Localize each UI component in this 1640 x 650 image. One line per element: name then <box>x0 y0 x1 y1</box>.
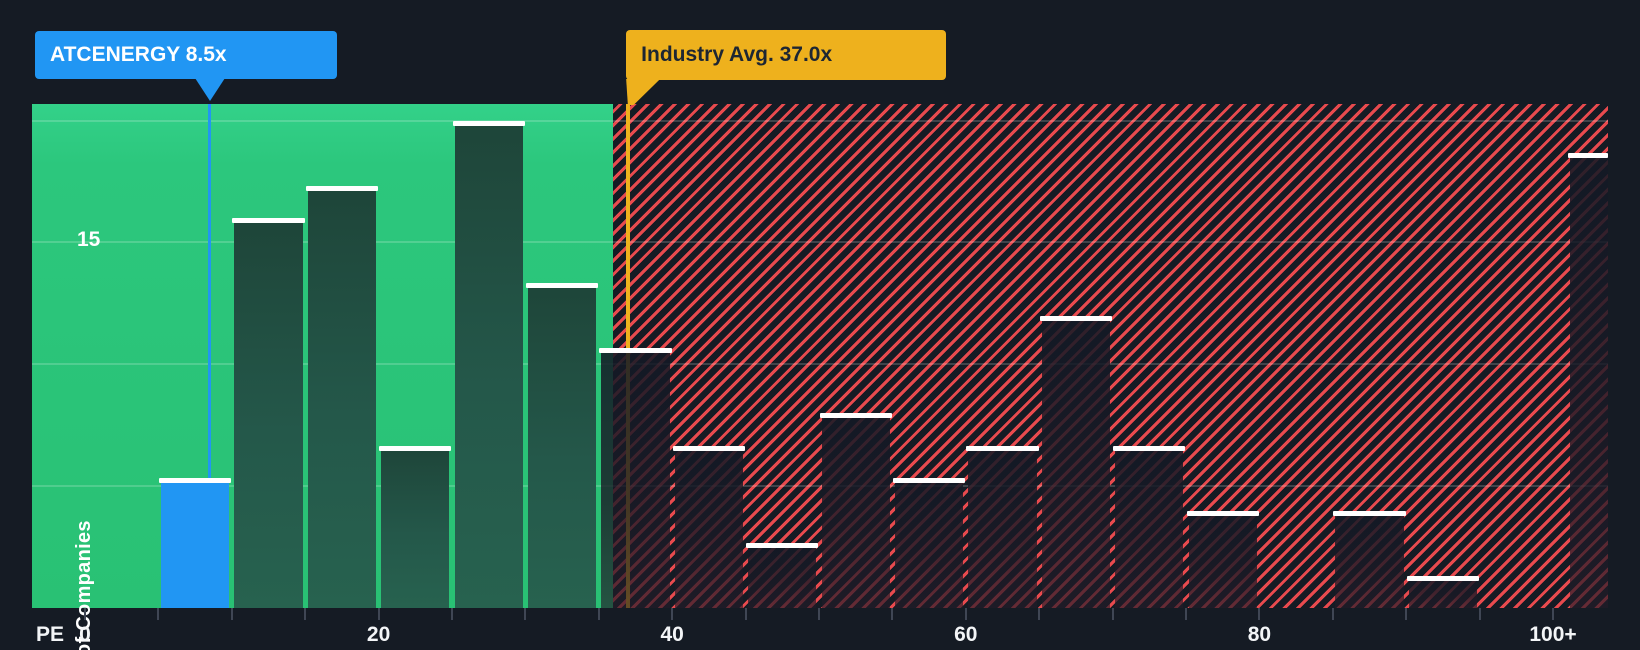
histogram-bar-5-10[interactable] <box>160 478 230 608</box>
bar-top-cap <box>1186 510 1259 516</box>
industry-average-callout[interactable]: Industry Avg. 37.0x <box>626 30 947 80</box>
histogram-bar-35-40[interactable] <box>601 348 670 608</box>
bar-top-cap <box>966 445 1039 451</box>
bar-top-cap <box>379 445 452 451</box>
x-axis-title: PE <box>36 623 65 646</box>
bar-top-cap <box>452 120 525 126</box>
above-average-zone <box>613 104 1608 608</box>
bar-top-cap <box>232 218 305 224</box>
bar-top-cap <box>1039 315 1113 321</box>
bar-top-cap <box>746 543 819 549</box>
x-axis-tick <box>230 608 233 620</box>
histogram-bar-45-50[interactable] <box>748 543 817 608</box>
histogram-bar-40-45[interactable] <box>674 445 744 608</box>
x-tick-label-20: 20 <box>366 623 391 646</box>
x-tick-label-80: 80 <box>1247 623 1272 646</box>
x-axis-tick <box>157 608 160 620</box>
bar-top-cap <box>1406 575 1480 581</box>
x-tick-label-60: 60 <box>954 623 978 646</box>
histogram-bar-10-15[interactable] <box>234 218 303 608</box>
gridline <box>32 363 1608 366</box>
x-tick-label-100+: 100+ <box>1529 623 1577 646</box>
x-tick-label-0: 0 <box>79 623 91 646</box>
x-tick-label-40: 40 <box>660 623 684 646</box>
x-axis-tick <box>451 608 453 620</box>
histogram-bar-20-25[interactable] <box>381 445 450 608</box>
x-axis-tick <box>964 608 967 620</box>
x-axis-tick <box>524 608 527 620</box>
gridline <box>32 241 1608 244</box>
x-axis-tick <box>1258 608 1261 620</box>
histogram-bar-70-75[interactable] <box>1115 445 1184 608</box>
histogram-bar-65-70[interactable] <box>1041 315 1111 608</box>
industry-average-callout-pointer-icon <box>626 79 661 105</box>
histogram-bar-60-65[interactable] <box>968 445 1037 608</box>
x-axis-tick <box>1038 608 1041 620</box>
industry-average-callout-label: Industry Avg. 37.0x <box>641 43 833 66</box>
x-axis-tick <box>1185 608 1187 620</box>
company-marker-line <box>208 104 212 479</box>
company-callout-label: ATCENERGY 8.5x <box>50 43 227 66</box>
x-axis-tick <box>84 608 86 620</box>
x-axis-tick <box>1552 608 1554 620</box>
bar-top-cap <box>158 478 232 484</box>
gridline <box>32 485 1608 488</box>
x-axis-tick <box>377 608 380 620</box>
histogram-bar-90-95[interactable] <box>1408 575 1478 608</box>
plot-area: 15 No. of Companies <box>32 104 1608 650</box>
x-axis-tick <box>1478 608 1481 620</box>
bar-top-cap <box>892 478 966 484</box>
bar-top-cap <box>1113 445 1186 451</box>
company-callout[interactable]: ATCENERGY 8.5x <box>35 31 337 79</box>
histogram-bar-25-30[interactable] <box>454 120 523 608</box>
company-callout-pointer-icon <box>194 78 225 101</box>
histogram-bar-75-80[interactable] <box>1188 510 1257 608</box>
x-axis-tick <box>597 608 600 620</box>
x-axis-tick <box>1111 608 1114 620</box>
histogram-bar-55-60[interactable] <box>894 478 964 608</box>
x-axis-tick <box>671 608 674 620</box>
bar-top-cap <box>672 445 746 451</box>
bar-top-cap <box>1333 510 1406 516</box>
bar-top-cap <box>819 413 892 419</box>
gridline <box>32 119 1608 122</box>
x-axis-tick <box>304 608 307 620</box>
x-axis-tick <box>818 608 820 620</box>
bar-top-cap <box>525 283 599 289</box>
x-axis-tick <box>744 608 747 620</box>
bar-top-cap <box>599 348 672 354</box>
histogram-bar-30-35[interactable] <box>527 283 597 608</box>
bar-top-cap <box>1568 153 1608 159</box>
x-axis-tick <box>1405 608 1408 620</box>
y-tick-label: 15 <box>77 228 101 251</box>
x-axis-tick <box>1331 608 1334 620</box>
histogram-bar-100+[interactable] <box>1570 153 1608 608</box>
x-axis-tick <box>891 608 894 620</box>
histogram-bar-50-55[interactable] <box>821 413 890 608</box>
histogram-bar-15-20[interactable] <box>307 185 377 608</box>
histogram-bar-85-90[interactable] <box>1335 510 1404 608</box>
bar-top-cap <box>305 185 379 191</box>
